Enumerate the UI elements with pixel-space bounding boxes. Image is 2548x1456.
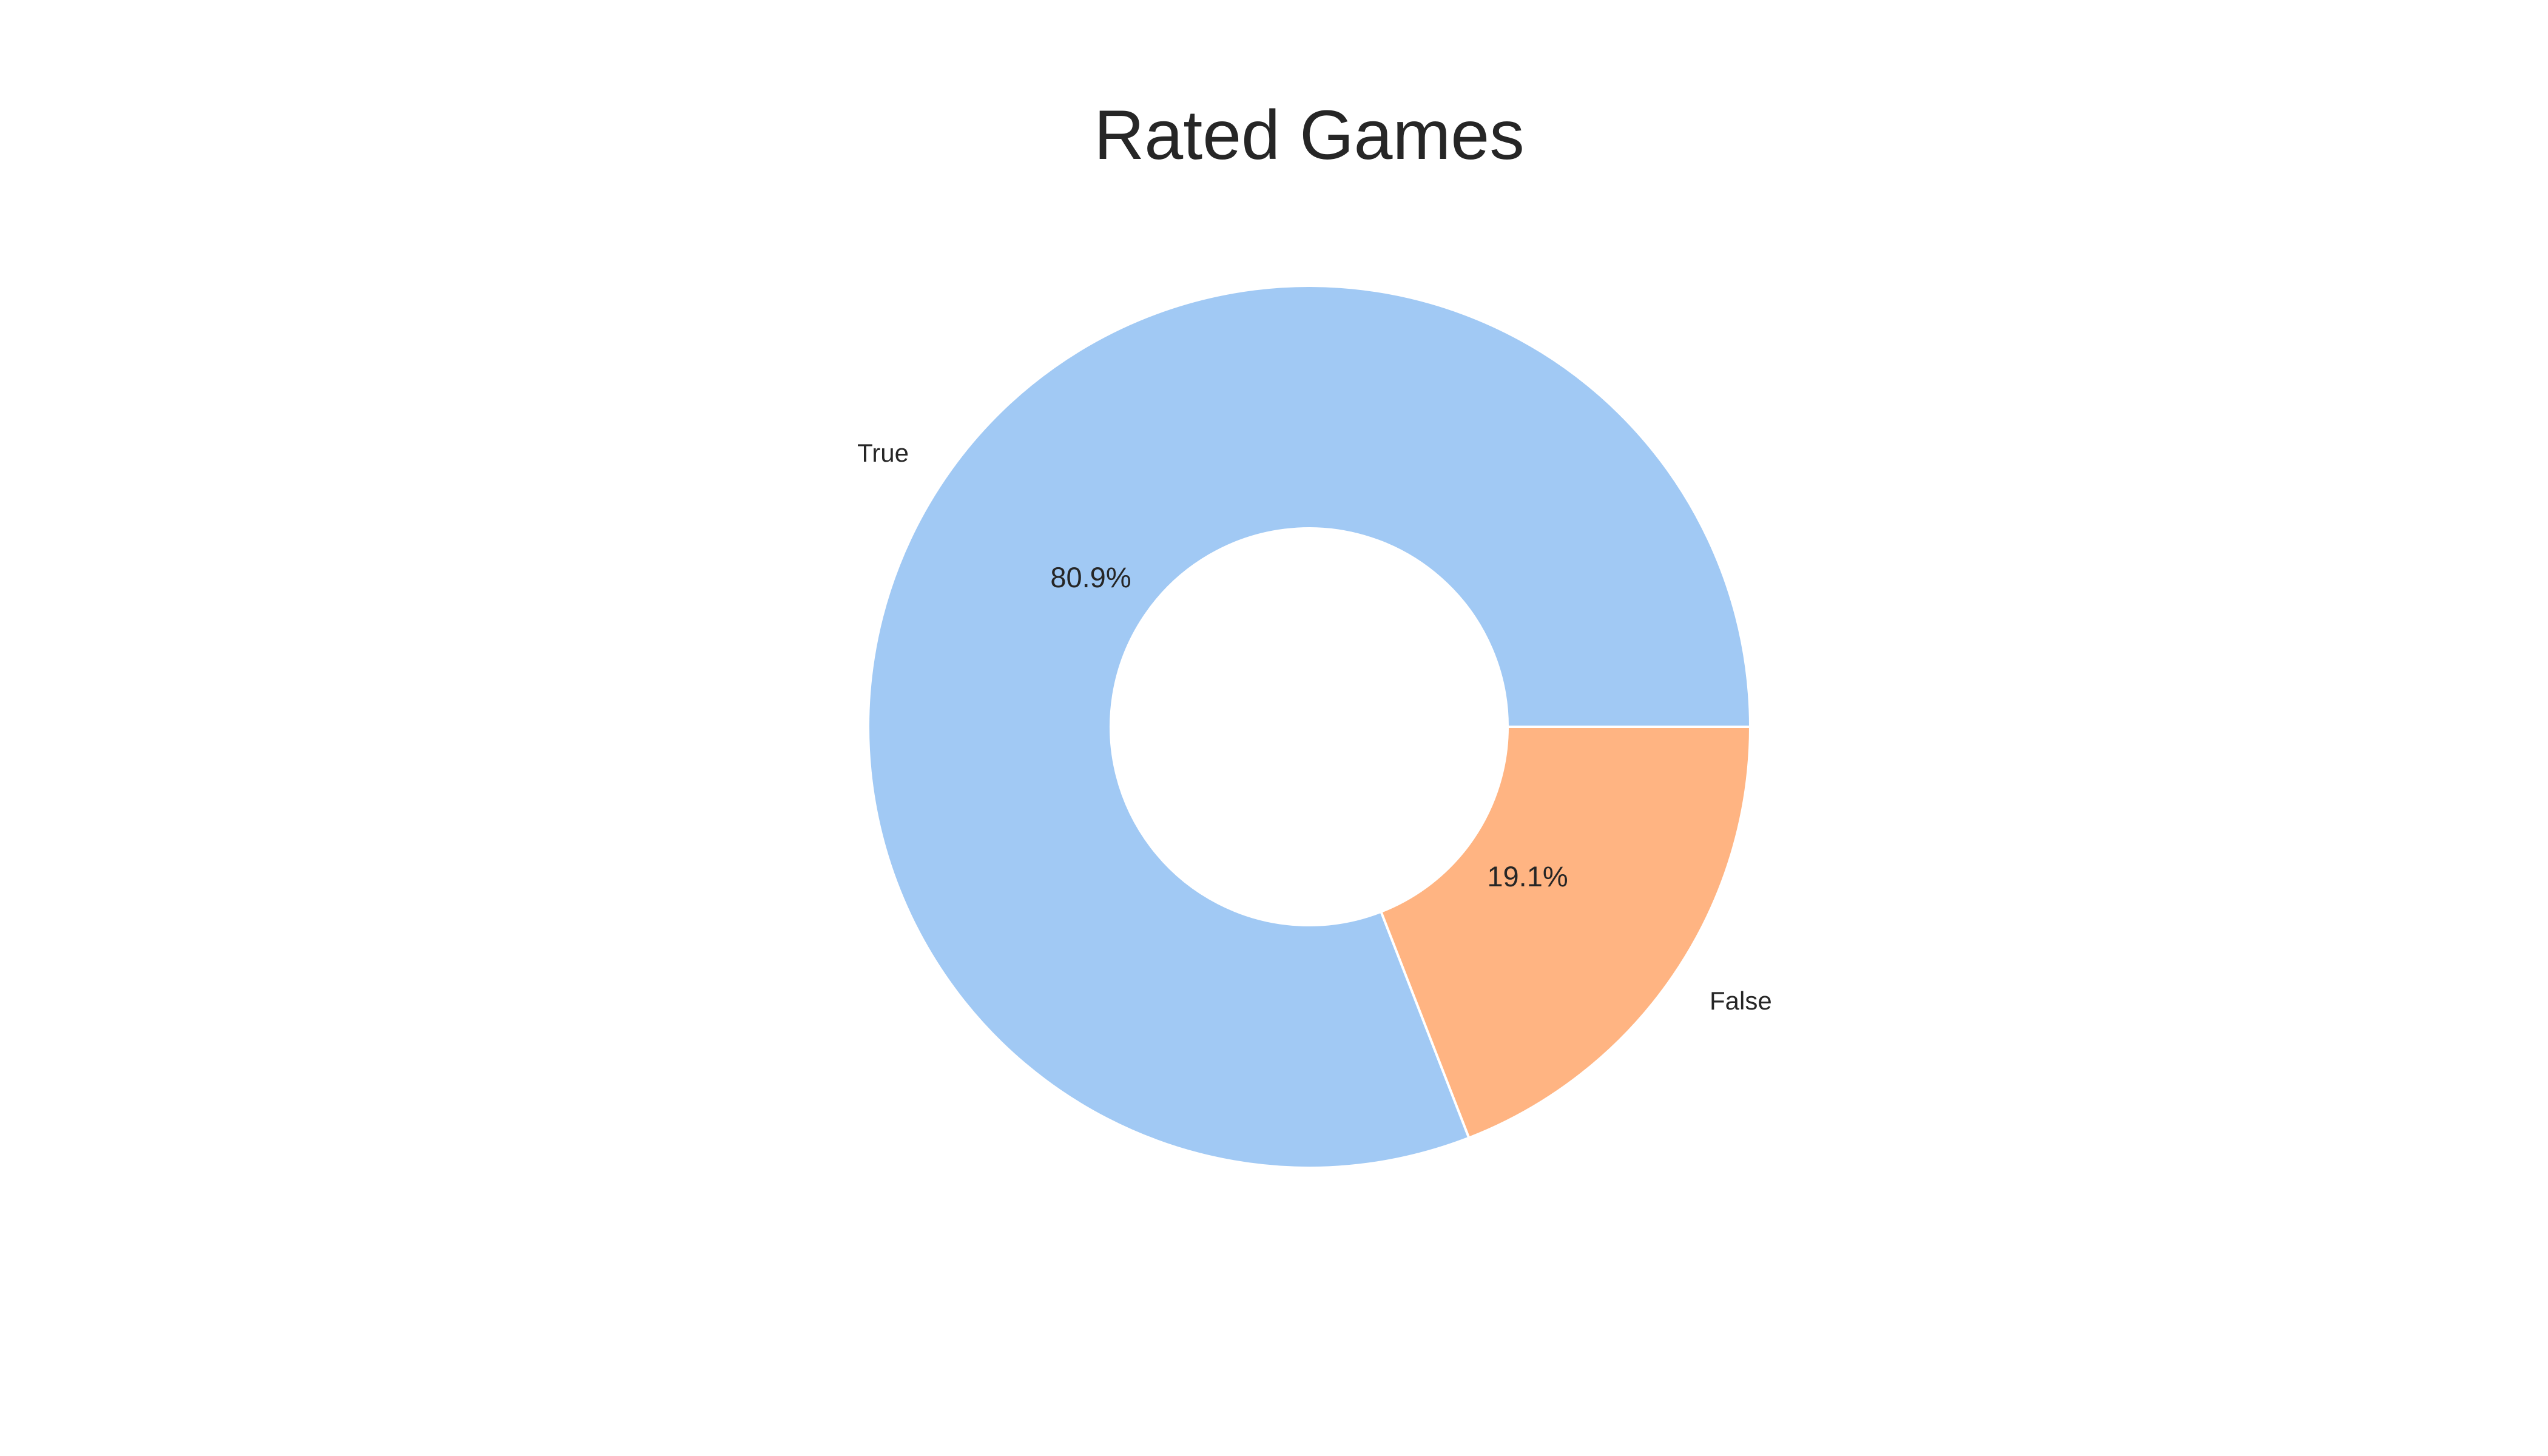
- percent-label-false: 19.1%: [1487, 860, 1568, 892]
- chart-title: Rated Games: [1094, 96, 1525, 174]
- slice-group: [867, 285, 1752, 1170]
- category-label-false: False: [1710, 986, 1772, 1015]
- category-label-true: True: [857, 439, 909, 467]
- label-group: True 80.9% False 19.1%: [857, 439, 1772, 1015]
- percent-label-true: 80.9%: [1050, 561, 1131, 593]
- slice-false: [1379, 726, 1752, 1140]
- slice-true: [867, 285, 1752, 1170]
